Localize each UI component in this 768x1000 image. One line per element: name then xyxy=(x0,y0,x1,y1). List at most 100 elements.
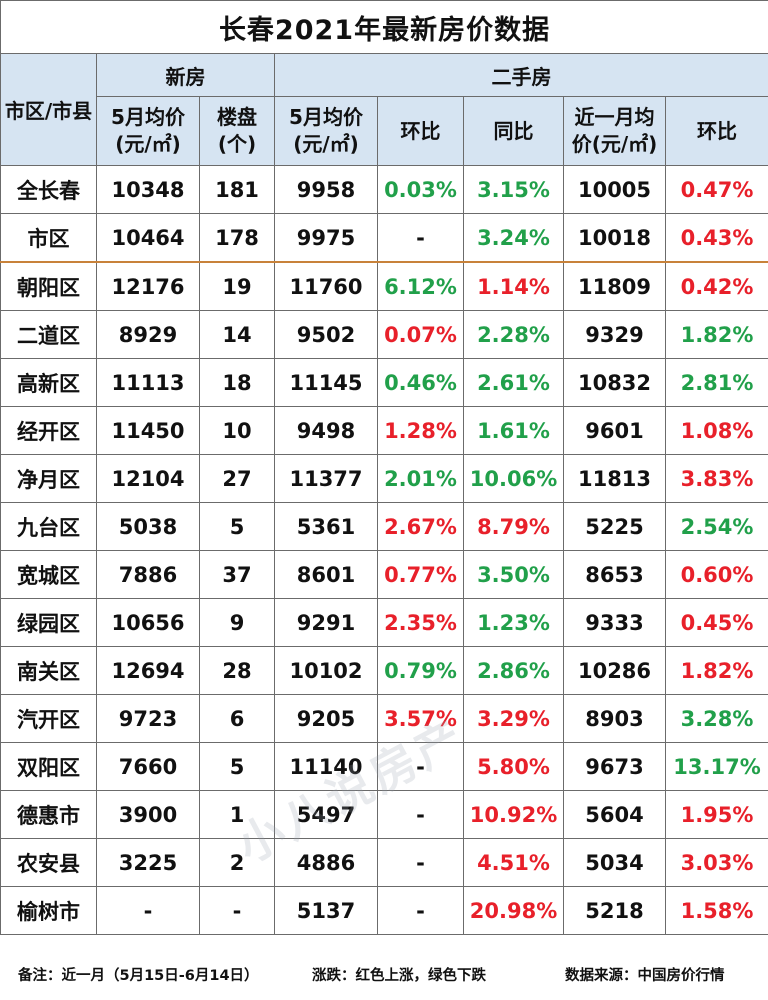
recent-mom-cell: 1.82% xyxy=(664,646,768,695)
table-row: 双阳区 7660 5 11140-5.80% 9673 13.17% xyxy=(0,742,768,791)
district-name-cell: 汽开区 xyxy=(0,694,97,743)
new-avg-price-cell: 8929 xyxy=(96,310,200,359)
second-yoy-cell: 2.28% xyxy=(463,310,564,359)
second-mom-cell: 2.35% xyxy=(377,598,464,647)
second-avg-price-cell: 9291 xyxy=(274,598,378,647)
second-avg-price-cell: 11377 xyxy=(274,454,378,503)
second-yoy-cell: 3.24% xyxy=(463,213,564,263)
district-name-cell: 绿园区 xyxy=(0,598,97,647)
table-row: 南关区 12694 28 10102 0.79% 2.86% 10286 1.82% xyxy=(0,646,768,695)
second-avg-price-cell: 9498 xyxy=(274,406,378,455)
price-table: 长春2021年最新房价数据 市区/市县 新房 二手房 5月均价(元/㎡) 楼盘(… xyxy=(0,0,768,935)
recent-avg-price-cell: 8653 xyxy=(563,550,666,599)
district-name-cell: 市区 xyxy=(0,213,97,263)
recent-mom-cell: 3.83% xyxy=(664,454,768,503)
recent-avg-price-cell: 9673 xyxy=(563,742,666,791)
recent-avg-price-cell: 9329 xyxy=(563,310,666,359)
second-yoy-cell: 1.61% xyxy=(463,406,564,455)
new-avg-price-cell: 9723 xyxy=(96,694,200,743)
recent-avg-price-cell: 5218 xyxy=(563,886,666,935)
recent-mom-cell: 2.81% xyxy=(664,358,768,407)
second-mom-cell: 0.79% xyxy=(377,646,464,695)
project-count-cell: 37 xyxy=(199,550,275,599)
second-avg-price-cell: 11145 xyxy=(274,358,378,407)
new-avg-price-header: 5月均价(元/㎡) xyxy=(96,96,200,166)
second-avg-price-cell: 11760 xyxy=(274,261,378,311)
project-count-cell: 9 xyxy=(199,598,275,647)
recent-avg-price-cell: 5604 xyxy=(563,790,666,839)
district-name-cell: 九台区 xyxy=(0,502,97,551)
footer: 备注：近一月（5月15日-6月14日） 涨跌：红色上涨，绿色下跌 数据来源：中国… xyxy=(0,958,768,992)
second-avg-price-cell: 11140 xyxy=(274,742,378,791)
new-avg-price-cell: 12694 xyxy=(96,646,200,695)
new-house-group-header: 新房 xyxy=(96,53,275,97)
new-avg-price-cell: 5038 xyxy=(96,502,200,551)
recent-mom-cell: 1.08% xyxy=(664,406,768,455)
table-row: 榆树市 - -5137-20.98% 5218 1.58% xyxy=(0,886,768,935)
second-yoy-cell: 2.61% xyxy=(463,358,564,407)
district-name-cell: 二道区 xyxy=(0,310,97,359)
second-mom-cell: - xyxy=(377,838,464,887)
footer-legend: 涨跌：红色上涨，绿色下跌 xyxy=(312,968,486,984)
projects-header: 楼盘(个) xyxy=(199,96,275,166)
recent-avg-price-cell: 9601 xyxy=(563,406,666,455)
recent-mom-cell: 1.95% xyxy=(664,790,768,839)
second-mom-cell: 6.12% xyxy=(377,261,464,311)
second-yoy-cell: 1.23% xyxy=(463,598,564,647)
area-header: 市区/市县 xyxy=(0,53,97,166)
district-name-cell: 经开区 xyxy=(0,406,97,455)
second-avg-price-cell: 9205 xyxy=(274,694,378,743)
recent-avg-price-cell: 9333 xyxy=(563,598,666,647)
second-mom-cell: 1.28% xyxy=(377,406,464,455)
new-avg-price-cell: 7886 xyxy=(96,550,200,599)
new-avg-price-cell: 11113 xyxy=(96,358,200,407)
recent-avg-price-cell: 10005 xyxy=(563,165,666,214)
new-avg-price-cell: 3900 xyxy=(96,790,200,839)
project-count-cell: 19 xyxy=(199,261,275,311)
second-avg-price-cell: 5137 xyxy=(274,886,378,935)
project-count-cell: - xyxy=(199,886,275,935)
new-avg-price-cell: 12176 xyxy=(96,261,200,311)
table-row: 净月区 12104 27 11377 2.01% 10.06% 11813 3.83% xyxy=(0,454,768,503)
second-yoy-cell: 8.79% xyxy=(463,502,564,551)
recent-mom-cell: 0.60% xyxy=(664,550,768,599)
second-yoy-cell: 3.50% xyxy=(463,550,564,599)
second-mom-cell: 3.57% xyxy=(377,694,464,743)
footer-source: 数据来源：中国房价行情 xyxy=(565,968,725,984)
second-yoy-cell: 3.15% xyxy=(463,165,564,214)
price-sheet: 长春2021年最新房价数据 市区/市县 新房 二手房 5月均价(元/㎡) 楼盘(… xyxy=(0,0,768,935)
second-avg-price-cell: 9502 xyxy=(274,310,378,359)
new-avg-price-cell: 10656 xyxy=(96,598,200,647)
second-yoy-cell: 4.51% xyxy=(463,838,564,887)
table-row: 九台区 5038 5 5361 2.67% 8.79% 5225 2.54% xyxy=(0,502,768,551)
recent-avg-price-cell: 8903 xyxy=(563,694,666,743)
second-mom-cell: 0.46% xyxy=(377,358,464,407)
recent-avg-price-cell: 10286 xyxy=(563,646,666,695)
second-mom-cell: 0.77% xyxy=(377,550,464,599)
table-row: 二道区 8929 14 9502 0.07% 2.28% 9329 1.82% xyxy=(0,310,768,359)
second-yoy-cell: 1.14% xyxy=(463,261,564,311)
recent-avg-price-cell: 11813 xyxy=(563,454,666,503)
new-avg-price-cell: 12104 xyxy=(96,454,200,503)
second-mom-cell: - xyxy=(377,742,464,791)
recent-mom-cell: 0.42% xyxy=(664,261,768,311)
second-mom-cell: 2.67% xyxy=(377,502,464,551)
project-count-cell: 5 xyxy=(199,502,275,551)
recent-mom-cell: 13.17% xyxy=(664,742,768,791)
second-yoy-cell: 10.06% xyxy=(463,454,564,503)
price-rows: 全长春 10348 181 9958 0.03% 3.15% 10005 0.47% 市区 104… xyxy=(0,165,768,935)
second-mom-cell: 0.03% xyxy=(377,165,464,214)
new-avg-price-cell: 7660 xyxy=(96,742,200,791)
table-row: 高新区 11113 18 11145 0.46% 2.61% 10832 2.81% xyxy=(0,358,768,407)
second-yoy-cell: 5.80% xyxy=(463,742,564,791)
district-name-cell: 高新区 xyxy=(0,358,97,407)
recent-mom-cell: 1.82% xyxy=(664,310,768,359)
district-name-cell: 南关区 xyxy=(0,646,97,695)
table-row: 经开区 11450 10 9498 1.28% 1.61% 9601 1.08% xyxy=(0,406,768,455)
second-avg-price-cell: 9975 xyxy=(274,213,378,263)
page-title: 长春2021年最新房价数据 xyxy=(0,0,768,54)
footer-note: 备注：近一月（5月15日-6月14日） xyxy=(18,968,259,984)
second-avg-price-header: 5月均价(元/㎡) xyxy=(274,96,378,166)
recent-mom-cell: 2.54% xyxy=(664,502,768,551)
table-row: 农安县 3225 2 4886-4.51% 5034 3.03% xyxy=(0,838,768,887)
